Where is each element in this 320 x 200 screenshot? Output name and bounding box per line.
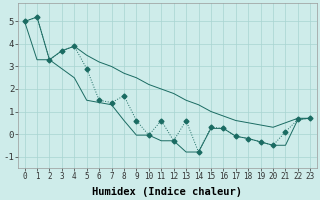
X-axis label: Humidex (Indice chaleur): Humidex (Indice chaleur) — [92, 186, 243, 197]
